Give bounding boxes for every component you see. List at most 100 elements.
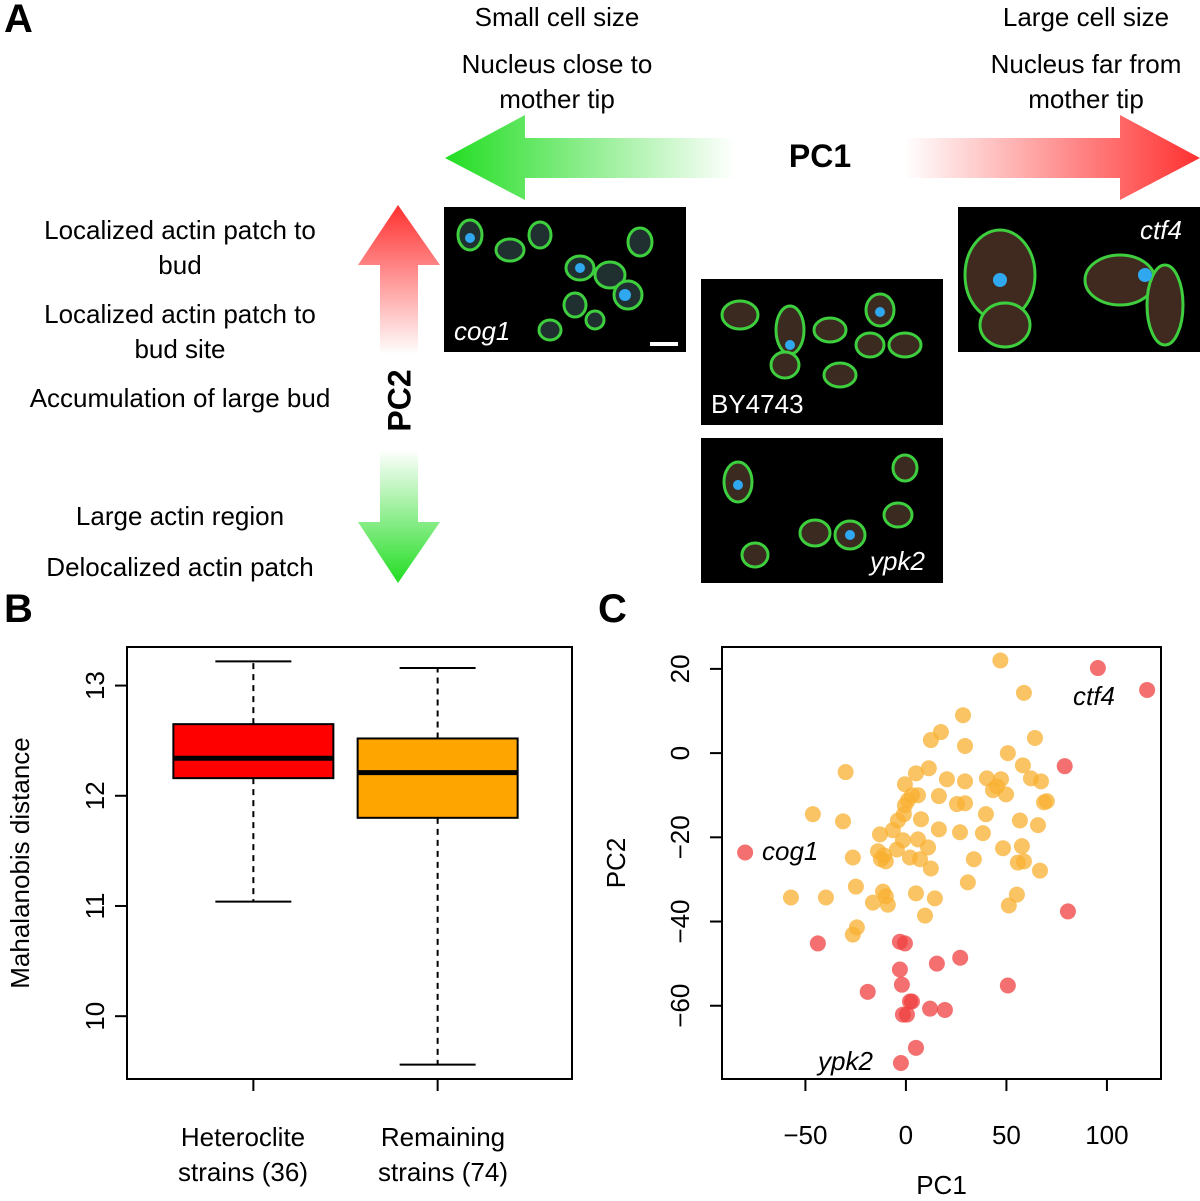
y-tick-label: −40	[665, 899, 695, 943]
point	[837, 764, 854, 781]
pc2-up-text: Localized actin patch to bud	[44, 215, 316, 280]
point	[936, 1001, 953, 1018]
y-tick-label: −60	[665, 984, 695, 1028]
point	[1026, 729, 1043, 746]
point	[957, 737, 974, 754]
point	[1031, 862, 1048, 879]
y-tick-label: 11	[80, 892, 110, 919]
annotation: cog1	[762, 836, 818, 866]
point	[876, 847, 893, 864]
y-tick-label: 10	[80, 1002, 110, 1031]
pc2-arrow-up	[358, 205, 440, 355]
point	[992, 771, 1009, 788]
point	[871, 826, 888, 843]
point	[995, 840, 1012, 857]
pc2-down-text: Delocalized actin patch	[46, 552, 314, 582]
point	[848, 919, 865, 936]
point	[922, 732, 939, 749]
point	[999, 745, 1016, 762]
point	[955, 707, 972, 724]
point	[912, 811, 929, 828]
point	[957, 773, 974, 790]
point	[917, 907, 934, 924]
point	[896, 776, 913, 793]
point	[893, 976, 910, 993]
x-tick-label: 50	[992, 1120, 1021, 1150]
pc2-label: PC2	[381, 369, 418, 432]
point	[922, 860, 939, 877]
point	[1038, 793, 1055, 810]
point	[903, 993, 920, 1010]
point	[1056, 758, 1073, 775]
point	[835, 813, 852, 830]
point	[1139, 681, 1156, 698]
point	[930, 821, 947, 838]
point	[1089, 660, 1106, 677]
point	[907, 1039, 924, 1056]
image-label: ypk2	[870, 546, 925, 576]
panel-label: A	[4, 0, 33, 41]
x-tick-label: 0	[899, 1120, 913, 1150]
box	[356, 737, 519, 819]
point	[888, 841, 905, 858]
point	[951, 824, 968, 841]
point	[847, 878, 864, 895]
pc2-up-text: Accumulation of large bud	[29, 383, 331, 413]
point	[974, 825, 991, 842]
y-tick-label: 13	[80, 671, 110, 700]
point	[896, 935, 913, 952]
x-tick-label: Remaining strains (74)	[377, 1122, 509, 1187]
point	[928, 955, 945, 972]
point	[965, 851, 982, 868]
point	[1011, 812, 1028, 829]
pc1-left-text: Nucleus close to mother tip	[461, 49, 653, 114]
micrograph	[444, 207, 1200, 583]
annotation: ypk2	[816, 1046, 873, 1076]
point	[1014, 757, 1031, 774]
panel-label: B	[4, 587, 33, 631]
point	[737, 844, 754, 861]
image-label: ctf4	[1140, 215, 1182, 245]
point	[930, 788, 947, 805]
x-tick-label: −50	[783, 1120, 827, 1150]
point	[1000, 897, 1017, 914]
point	[999, 977, 1016, 994]
annotation: ctf4	[1073, 681, 1115, 711]
point	[922, 1000, 939, 1017]
point	[959, 874, 976, 891]
y-tick-label: 20	[665, 654, 695, 683]
point	[907, 885, 924, 902]
point	[1059, 903, 1076, 920]
point	[957, 795, 974, 812]
pc1-arrow-left	[445, 115, 735, 200]
pc1-right-text: Large cell size	[1002, 2, 1170, 32]
y-axis-label: Mahalanobis distance	[5, 737, 35, 989]
box	[172, 723, 335, 780]
point	[909, 787, 926, 804]
point	[804, 806, 821, 823]
point	[998, 786, 1015, 803]
point	[809, 935, 826, 952]
point	[859, 983, 876, 1000]
y-tick-label: 0	[665, 746, 695, 760]
point	[891, 961, 908, 978]
image-label: BY4743	[711, 389, 804, 419]
panel-c: −50 0 50 100 −60 −40 −20 0 20 PC1 PC2 cog1 ctf4 ypk2	[601, 646, 1162, 1200]
point	[938, 771, 955, 788]
point	[1015, 684, 1032, 701]
plot-frame	[126, 646, 573, 1080]
point	[844, 849, 861, 866]
point	[992, 652, 1009, 669]
point	[1008, 886, 1025, 903]
point	[907, 765, 924, 782]
y-tick-label: 12	[80, 781, 110, 810]
x-axis-label: PC1	[916, 1170, 967, 1200]
point	[894, 1006, 911, 1023]
plot-frame	[721, 646, 1162, 1080]
point	[782, 889, 799, 906]
y-axis-label: PC2	[601, 838, 631, 889]
point	[892, 1055, 909, 1071]
panel-label: C	[598, 587, 627, 631]
pc2-down-text: Large actin region	[75, 501, 285, 531]
point	[879, 896, 896, 913]
